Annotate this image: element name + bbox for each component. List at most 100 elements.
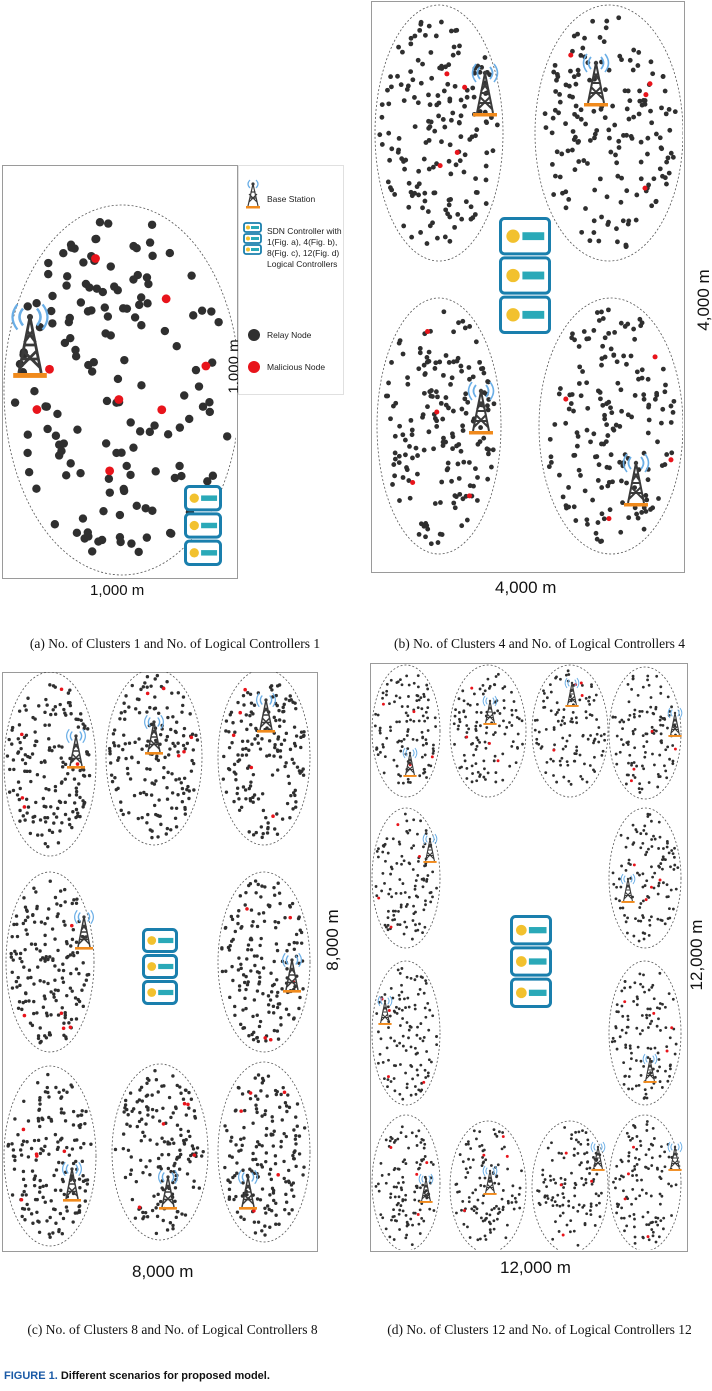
relay-node — [517, 717, 521, 721]
relay-node — [620, 718, 624, 722]
relay-node — [635, 995, 639, 999]
relay-node — [669, 450, 675, 456]
relay-node — [473, 190, 479, 195]
relay-node — [397, 1167, 401, 1171]
malicious-node — [61, 1026, 66, 1031]
relay-node — [142, 1134, 147, 1138]
relay-node — [625, 1224, 629, 1228]
relay-node — [288, 694, 292, 698]
cluster-a-1 — [3, 204, 236, 576]
relay-node — [82, 774, 87, 778]
relay-node — [570, 1171, 573, 1175]
relay-node — [635, 830, 639, 834]
relay-node — [581, 158, 587, 163]
relay-node — [16, 1006, 21, 1010]
relay-node — [569, 335, 575, 341]
relay-node — [670, 1184, 673, 1188]
relay-node — [140, 747, 144, 751]
relay-node — [483, 767, 486, 771]
relay-node — [592, 698, 596, 702]
relay-node — [72, 1138, 77, 1143]
relay-node — [645, 710, 649, 714]
relay-node — [658, 775, 662, 778]
cluster-d-9 — [371, 1114, 441, 1250]
relay-node — [641, 685, 645, 689]
relay-node — [137, 737, 141, 741]
relay-node — [405, 381, 411, 387]
relay-node — [552, 726, 556, 729]
relay-node — [148, 705, 152, 710]
cluster-boundary — [217, 672, 311, 846]
relay-node — [558, 386, 563, 391]
relay-node — [588, 764, 592, 767]
relay-node — [615, 1164, 619, 1168]
relay-node — [537, 730, 541, 734]
relay-node — [120, 355, 129, 365]
relay-node — [32, 886, 36, 890]
relay-node — [463, 199, 469, 205]
relay-node — [241, 1181, 245, 1185]
relay-node — [666, 1079, 670, 1083]
relay-node — [123, 742, 127, 746]
relay-node — [389, 1080, 393, 1083]
malicious-node — [161, 1122, 166, 1126]
relay-node — [620, 1206, 624, 1210]
relay-node — [17, 797, 22, 802]
relay-node — [618, 750, 622, 754]
relay-node — [74, 967, 79, 971]
relay-node — [641, 764, 644, 768]
cluster-c-8 — [217, 1061, 311, 1243]
relay-node — [33, 743, 37, 748]
relay-node — [147, 220, 157, 229]
cluster-boundary — [449, 1120, 527, 1250]
relay-node — [174, 1215, 178, 1220]
base-station-icon — [620, 873, 636, 903]
malicious-node — [496, 759, 500, 763]
relay-node — [551, 1237, 555, 1241]
relay-node — [235, 791, 239, 796]
malicious-node — [488, 741, 491, 745]
relay-node — [592, 135, 597, 141]
relay-node — [410, 455, 415, 461]
relay-node — [642, 1064, 646, 1068]
relay-node — [580, 369, 585, 374]
relay-node — [233, 929, 238, 934]
relay-node — [479, 64, 485, 70]
relay-node — [647, 1238, 651, 1242]
relay-node — [590, 497, 596, 503]
relay-node — [630, 67, 636, 73]
relay-node — [165, 797, 170, 801]
relay-node — [54, 1221, 58, 1225]
relay-node — [503, 685, 507, 689]
relay-node — [431, 895, 434, 899]
relay-node — [44, 1036, 49, 1040]
relay-node — [626, 515, 632, 521]
relay-node — [22, 965, 26, 969]
relay-node — [255, 924, 260, 929]
relay-node — [544, 1201, 548, 1204]
relay-node — [31, 820, 35, 824]
relay-node — [16, 737, 20, 741]
relay-node — [409, 234, 415, 240]
relay-node — [571, 408, 576, 414]
relay-node — [74, 789, 79, 794]
relay-node — [561, 1203, 565, 1207]
relay-node — [579, 774, 583, 778]
relay-node — [62, 471, 71, 480]
relay-node — [18, 1148, 23, 1152]
relay-node — [398, 997, 402, 1001]
relay-node — [624, 1074, 627, 1078]
relay-node — [417, 27, 423, 33]
relay-node — [53, 409, 62, 419]
relay-node — [173, 816, 178, 820]
relay-node — [671, 997, 675, 1001]
relay-node — [385, 837, 389, 840]
relay-node — [275, 812, 279, 816]
relay-node — [92, 234, 101, 244]
relay-node — [570, 1133, 574, 1137]
relay-node — [405, 1233, 409, 1237]
relay-node — [638, 159, 644, 165]
cluster-boundary — [608, 960, 682, 1106]
relay-node — [650, 1221, 654, 1224]
relay-node — [62, 281, 71, 290]
